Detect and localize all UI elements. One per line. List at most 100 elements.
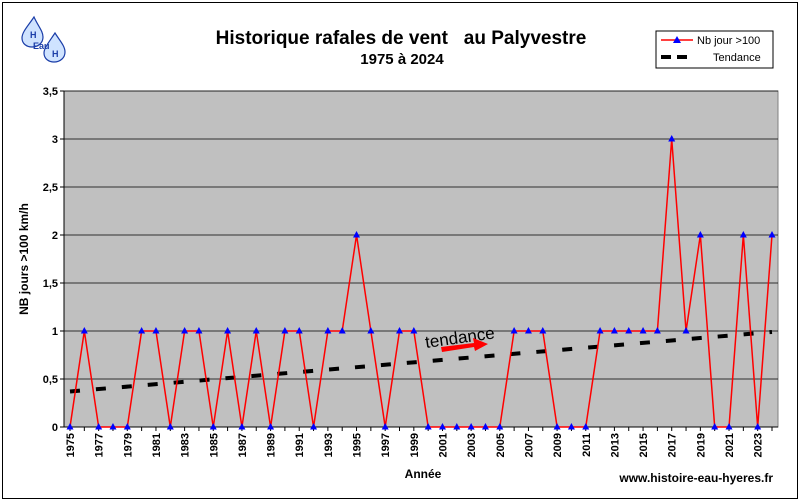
- data-point: [109, 423, 117, 430]
- x-tick-label: 1987: [237, 433, 249, 457]
- legend-marker: [673, 36, 681, 43]
- x-tick-label: 2011: [581, 433, 593, 457]
- logo-text-bot: H: [52, 49, 59, 59]
- data-point: [338, 327, 346, 334]
- x-tick-label: 1977: [94, 433, 106, 457]
- data-point: [138, 327, 146, 334]
- legend-label-series: Nb jour >100: [697, 35, 760, 47]
- data-point: [582, 423, 590, 430]
- plot-area: [63, 90, 779, 428]
- data-point: [739, 231, 747, 238]
- x-tick-label: 2015: [638, 433, 650, 457]
- chart-subtitle: 1975 à 2024: [360, 51, 444, 68]
- x-tick-label: 2013: [609, 433, 621, 457]
- data-point: [768, 231, 776, 238]
- x-tick-label: 1999: [409, 433, 421, 457]
- x-tick-label: 2019: [695, 433, 707, 457]
- data-point: [267, 423, 275, 430]
- x-axis-label: Année: [405, 467, 442, 481]
- data-point: [682, 327, 690, 334]
- data-point: [324, 327, 332, 334]
- legend-label-trend: Tendance: [713, 52, 761, 64]
- y-tick-label: 2,5: [43, 182, 58, 194]
- x-tick-label: 1997: [380, 433, 392, 457]
- data-point: [181, 327, 189, 334]
- y-tick-label: 1: [52, 326, 58, 338]
- x-tick-label: 2005: [495, 433, 507, 457]
- data-point: [524, 327, 532, 334]
- y-tick-label: 1,5: [43, 278, 58, 290]
- data-point: [596, 327, 604, 334]
- data-point: [396, 327, 404, 334]
- data-point: [696, 231, 704, 238]
- data-point: [195, 327, 203, 334]
- y-tick-label: 3: [52, 134, 58, 146]
- data-point: [567, 423, 575, 430]
- chart-title: Historique rafales de vent au Palyvestre: [216, 28, 587, 49]
- x-tick-label: 1981: [151, 433, 163, 457]
- data-point: [252, 327, 260, 334]
- data-point: [166, 423, 174, 430]
- data-point: [539, 327, 547, 334]
- x-tick-label: 1991: [294, 433, 306, 457]
- data-point: [510, 327, 518, 334]
- data-point: [653, 327, 661, 334]
- x-tick-label: 2017: [667, 433, 679, 457]
- y-tick-label: 2: [52, 230, 58, 242]
- logo-text-top: H: [30, 30, 37, 40]
- data-point: [481, 423, 489, 430]
- x-tick-label: 1995: [352, 433, 364, 457]
- x-tick-label: 2021: [724, 433, 736, 457]
- data-point: [410, 327, 418, 334]
- data-series: [66, 135, 776, 430]
- x-tick-label: 2023: [753, 433, 765, 457]
- x-tick-label: 2009: [552, 433, 564, 457]
- data-point: [553, 423, 561, 430]
- data-point: [668, 135, 676, 142]
- annotation-arrow: [441, 338, 488, 352]
- logo: H Eau H: [21, 15, 66, 63]
- data-point: [123, 423, 131, 430]
- x-axis-ticks: 1975 1977 1979 1981 1983 1985 1987 1989 1991 1993…: [65, 427, 773, 457]
- y-axis-ticks: 0 0,5 1 1,5 2 2,5 3 3,5: [43, 86, 64, 434]
- y-tick-label: 3,5: [43, 86, 58, 98]
- y-axis-label: NB jours >100 km/h: [17, 203, 31, 315]
- data-point: [353, 231, 361, 238]
- data-point: [295, 327, 303, 334]
- data-point: [438, 423, 446, 430]
- x-tick-label: 1993: [323, 433, 335, 457]
- footer-website: www.histoire-eau-hyeres.fr: [618, 471, 773, 485]
- data-point: [610, 327, 618, 334]
- x-tick-label: 1975: [65, 433, 77, 457]
- data-point: [66, 423, 74, 430]
- data-point: [152, 327, 160, 334]
- data-point: [711, 423, 719, 430]
- data-point: [467, 423, 475, 430]
- logo-text-mid: Eau: [33, 41, 50, 51]
- data-point: [725, 423, 733, 430]
- series-line: [69, 138, 773, 428]
- x-tick-label: 1983: [180, 433, 192, 457]
- data-point: [496, 423, 504, 430]
- y-tick-label: 0: [52, 422, 58, 434]
- data-point: [625, 327, 633, 334]
- data-point: [209, 423, 217, 430]
- data-point: [224, 327, 232, 334]
- x-tick-label: 1989: [266, 433, 278, 457]
- x-tick-label: 1979: [122, 433, 134, 457]
- data-point: [281, 327, 289, 334]
- data-point: [95, 423, 103, 430]
- data-point: [238, 423, 246, 430]
- data-point: [310, 423, 318, 430]
- x-tick-label: 2001: [437, 433, 449, 457]
- x-tick-label: 1985: [208, 433, 220, 457]
- data-point: [639, 327, 647, 334]
- data-point: [381, 423, 389, 430]
- y-tick-label: 0,5: [43, 374, 58, 386]
- data-point: [754, 423, 762, 430]
- data-point: [367, 327, 375, 334]
- data-point: [424, 423, 432, 430]
- data-point: [453, 423, 461, 430]
- legend-box: [655, 30, 774, 69]
